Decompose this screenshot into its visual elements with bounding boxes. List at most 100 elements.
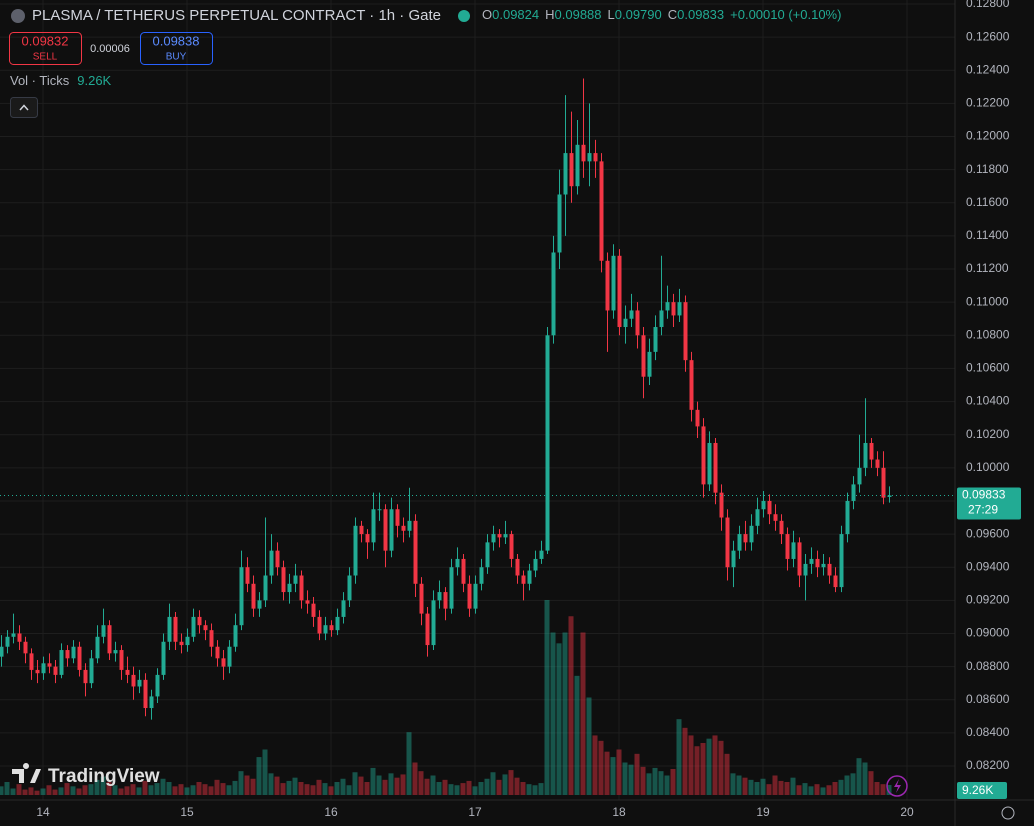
volume-bar: [820, 787, 826, 795]
volume-bar: [172, 786, 178, 795]
candle-body: [605, 260, 610, 311]
volume-bar: [628, 764, 634, 795]
symbol-title[interactable]: PLASMA / TETHERUS PERPETUAL CONTRACT · 1…: [32, 7, 441, 24]
candle-body: [347, 575, 352, 601]
ohlc-legend: O0.09824 H0.09888 L0.09790 C0.09833 +0.00010…: [482, 7, 841, 22]
y-tick-label: 0.10600: [966, 361, 1010, 375]
candle-body: [233, 625, 238, 647]
candle-body: [317, 616, 322, 634]
x-tick-label: 19: [756, 805, 770, 819]
candle-body: [443, 592, 448, 609]
volume-bar: [160, 778, 166, 795]
volume-bar: [226, 785, 232, 795]
volume-bar: [556, 643, 562, 795]
candle-body: [137, 679, 142, 687]
candle-body: [767, 500, 772, 515]
volume-bar: [16, 784, 22, 795]
volume-bar: [646, 773, 652, 795]
candle-body: [275, 550, 280, 568]
collapse-button[interactable]: [10, 97, 38, 118]
volume-bar: [418, 771, 424, 795]
candle-body: [869, 442, 874, 460]
candle-body: [179, 641, 184, 646]
volume-bar: [202, 784, 208, 795]
volume-bar: [538, 783, 544, 795]
y-tick-label: 0.10200: [966, 427, 1010, 441]
candle-body: [11, 633, 16, 637]
volume-bar: [652, 767, 658, 795]
volume-bar: [100, 776, 106, 795]
candle-body: [497, 534, 502, 538]
volume-bar: [70, 786, 76, 795]
x-tick-label: 20: [900, 805, 914, 819]
candle-body: [887, 495, 892, 497]
buy-button[interactable]: [140, 32, 213, 65]
volume-bar: [406, 732, 412, 795]
candle-body: [311, 603, 316, 617]
volume-bar: [364, 782, 370, 795]
candle-body: [827, 563, 832, 576]
candle-body: [455, 558, 460, 568]
settings-icon[interactable]: [1001, 806, 1015, 820]
volume-bar: [298, 782, 304, 795]
candle-body: [281, 567, 286, 593]
volume-bar: [682, 727, 688, 795]
candle-body: [509, 534, 514, 559]
volume-bar: [346, 785, 352, 795]
volume-bar: [814, 784, 820, 795]
candle-body: [305, 600, 310, 604]
candle-body: [713, 442, 718, 493]
volume-bar: [106, 782, 112, 795]
y-tick-label: 0.08600: [966, 692, 1010, 706]
candle-body: [635, 310, 640, 336]
last-price-box: [957, 487, 1021, 520]
volume-bar: [358, 776, 364, 795]
candle-body: [143, 679, 148, 709]
candle-body: [89, 658, 94, 684]
candle-body: [329, 625, 334, 631]
y-tick-label: 0.09600: [966, 526, 1010, 540]
candle-body: [131, 674, 136, 687]
volume-bar: [262, 749, 268, 795]
last-price-label: 0.09833: [962, 488, 1006, 502]
volume-bar: [40, 788, 46, 795]
candle-body: [269, 550, 274, 576]
candle-body: [473, 583, 478, 609]
volume-bar: [520, 782, 526, 795]
c-label: C: [668, 7, 677, 22]
volume-bar: [730, 773, 736, 795]
candle-body: [851, 484, 856, 501]
alert-bolt: [894, 779, 901, 793]
volume-bar: [208, 786, 214, 795]
candle-body: [395, 509, 400, 526]
alert-icon[interactable]: [886, 775, 908, 797]
volume-bar: [412, 762, 418, 795]
volume-bar: [196, 782, 202, 795]
candle-body: [719, 492, 724, 518]
volume-bar: [508, 770, 514, 795]
candle-body: [5, 636, 10, 647]
market-status[interactable]: [458, 10, 470, 22]
candle-body: [467, 583, 472, 609]
volume-bar: [46, 785, 52, 795]
volume-bar: [424, 778, 430, 795]
volume-bar: [322, 783, 328, 795]
y-tick-label: 0.08200: [966, 758, 1010, 772]
volume-bar: [430, 775, 436, 795]
volume-bar: [886, 784, 892, 795]
x-tick-label: 14: [36, 805, 50, 819]
candle-body: [575, 144, 580, 187]
y-tick-label: 0.08800: [966, 659, 1010, 673]
sell-label: SELL: [33, 52, 58, 63]
h-label: H: [545, 7, 554, 22]
sell-button[interactable]: [9, 32, 82, 65]
volume-bar: [394, 777, 400, 795]
volume-bar: [610, 757, 616, 795]
candle-body: [857, 467, 862, 485]
volume-bar: [22, 789, 28, 795]
candle-body: [647, 351, 652, 377]
volume-bar: [868, 771, 874, 795]
